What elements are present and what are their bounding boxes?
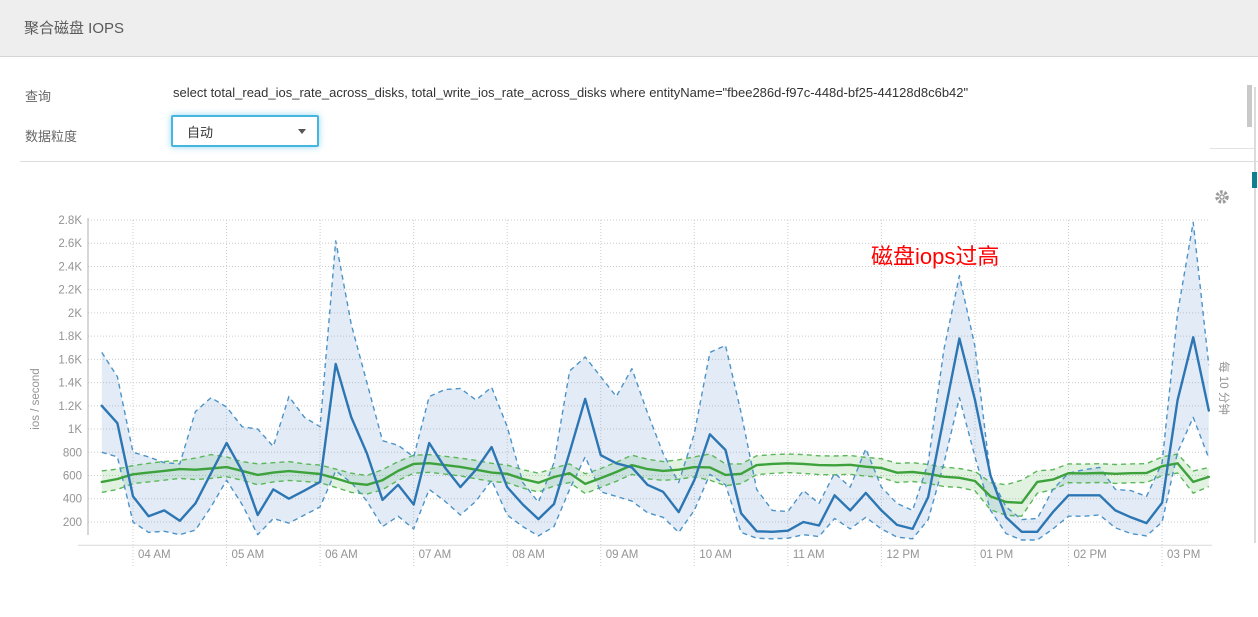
- granularity-selected-value: 自动: [187, 125, 214, 140]
- y-axis-title: ios / second: [30, 368, 42, 430]
- band-upper-total_write_ios_rate_across_disks: [101, 453, 1209, 486]
- interval-axis-title: 每 10 分钟: [1217, 361, 1229, 415]
- svg-text:09 AM: 09 AM: [606, 549, 639, 561]
- band-upper-total_read_ios_rate_across_disks: [101, 221, 1210, 521]
- svg-text:600: 600: [63, 471, 82, 483]
- svg-text:12 PM: 12 PM: [886, 549, 919, 561]
- svg-text:10 AM: 10 AM: [699, 549, 732, 561]
- panel-header: 聚合磁盘 IOPS: [0, 0, 1258, 57]
- svg-text:01 PM: 01 PM: [980, 549, 1013, 561]
- line-total_write_ios_rate_across_disks: [100, 462, 1211, 504]
- svg-text:1.6K: 1.6K: [58, 354, 82, 366]
- panel-edge-line: [1210, 148, 1254, 149]
- svg-text:05 AM: 05 AM: [232, 549, 265, 561]
- svg-text:1.4K: 1.4K: [58, 378, 82, 390]
- y-gridlines: 200 400 600 800 1K 1.2K 1.4K 1.6K 1.8K 2K 2.2K 2.4K…: [58, 215, 1210, 529]
- query-label: 查询: [25, 89, 52, 104]
- svg-text:2.8K: 2.8K: [58, 215, 82, 227]
- chevron-down-icon: [298, 129, 306, 134]
- granularity-label: 数据粒度: [25, 129, 78, 144]
- scrollbar-track: [1254, 87, 1256, 543]
- svg-text:2.4K: 2.4K: [58, 261, 82, 273]
- section-divider: [20, 161, 1258, 162]
- line-total_read_ios_rate_across_disks: [100, 336, 1211, 533]
- svg-text:03 PM: 03 PM: [1167, 549, 1200, 561]
- granularity-select[interactable]: 自动: [171, 115, 319, 147]
- x-gridlines: 04 AM 05 AM 06 AM 07 AM 08 AM 09 AM 10 AM 11 AM…: [132, 220, 1200, 568]
- svg-text:1K: 1K: [68, 424, 82, 436]
- svg-text:2.6K: 2.6K: [58, 238, 82, 250]
- svg-text:2K: 2K: [68, 308, 82, 320]
- query-value: select total_read_ios_rate_across_disks,…: [173, 85, 969, 100]
- band-lower-total_read_ios_rate_across_disks: [101, 396, 1210, 541]
- svg-text:02 PM: 02 PM: [1074, 549, 1107, 561]
- gear-icon-glyph: [1215, 190, 1229, 204]
- axes: [78, 218, 1212, 546]
- page-title: 聚合磁盘 IOPS: [24, 20, 125, 37]
- svg-text:11 AM: 11 AM: [793, 549, 825, 561]
- svg-text:2.2K: 2.2K: [58, 285, 82, 297]
- svg-text:07 AM: 07 AM: [419, 549, 452, 561]
- svg-text:800: 800: [63, 447, 82, 459]
- svg-text:1.8K: 1.8K: [58, 331, 82, 343]
- chart-panel: 200 400 600 800 1K 1.2K 1.4K 1.6K 1.8K 2K 2.2K 2.4K…: [0, 162, 1258, 617]
- svg-text:06 AM: 06 AM: [325, 549, 358, 561]
- scroll-accent-marker: [1252, 172, 1257, 188]
- svg-text:400: 400: [63, 494, 82, 506]
- chart-plot[interactable]: 200 400 600 800 1K 1.2K 1.4K 1.6K 1.8K 2K 2.2K 2.4K…: [0, 162, 1258, 617]
- svg-text:08 AM: 08 AM: [512, 549, 545, 561]
- band-total_read_ios_rate_across_disks: [101, 222, 1209, 541]
- svg-text:200: 200: [63, 517, 82, 529]
- band-total_write_ios_rate_across_disks: [101, 454, 1209, 517]
- svg-text:1.2K: 1.2K: [58, 401, 82, 413]
- svg-text:04 AM: 04 AM: [138, 549, 171, 561]
- gear-icon[interactable]: [1214, 189, 1230, 205]
- chart-annotation: 磁盘iops过高: [871, 244, 1000, 269]
- scrollbar-thumb[interactable]: [1247, 85, 1252, 127]
